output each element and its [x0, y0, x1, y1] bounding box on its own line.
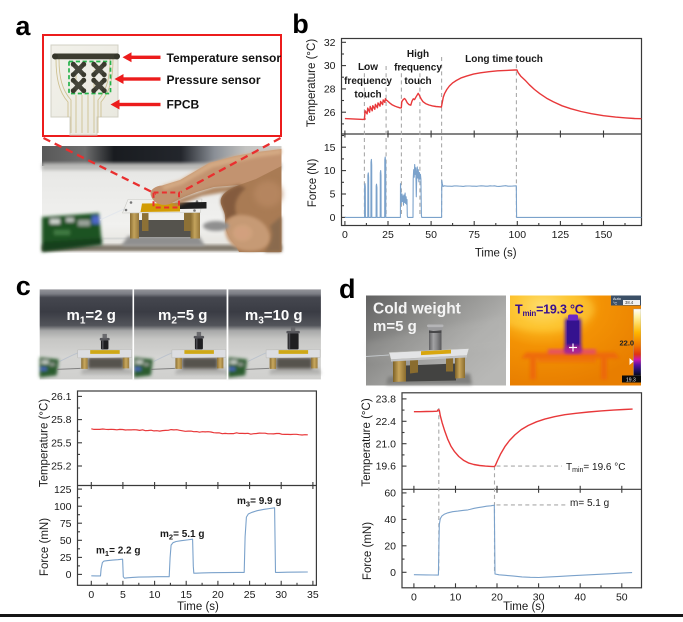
svg-text:m3=10 g: m3=10 g	[245, 307, 303, 327]
svg-text:Temperature (°C): Temperature (°C)	[306, 39, 318, 127]
svg-text:25.5: 25.5	[51, 437, 72, 449]
svg-text:100: 100	[509, 229, 527, 241]
svg-text:28: 28	[324, 84, 336, 96]
svg-text:Temperature (°C): Temperature (°C)	[39, 399, 51, 487]
svg-text:20: 20	[384, 540, 396, 552]
svg-text:125: 125	[54, 484, 72, 496]
svg-text:m1=2 g: m1=2 g	[67, 307, 116, 327]
svg-text:10: 10	[450, 591, 462, 603]
svg-text:m2=5 g: m2=5 g	[158, 307, 207, 327]
svg-text:m= 5.1 g: m= 5.1 g	[570, 498, 609, 509]
svg-text:50: 50	[425, 229, 437, 241]
svg-text:19.6: 19.6	[376, 461, 397, 473]
svg-text:32: 32	[324, 37, 336, 49]
svg-text:100: 100	[54, 501, 72, 513]
svg-text:25.8: 25.8	[51, 414, 72, 426]
svg-text:25: 25	[244, 589, 256, 601]
svg-text:FPCB: FPCB	[167, 98, 200, 112]
svg-text:touch: touch	[354, 89, 381, 100]
svg-text:Auto: Auto	[613, 297, 621, 301]
svg-text:30: 30	[533, 591, 545, 603]
svg-text:26: 26	[324, 107, 336, 119]
svg-text:Low: Low	[358, 62, 378, 73]
svg-text:40: 40	[574, 591, 586, 603]
svg-text:22.0: 22.0	[620, 339, 635, 348]
svg-text:5: 5	[120, 589, 126, 601]
svg-text:0: 0	[88, 589, 94, 601]
svg-text:75: 75	[468, 229, 480, 241]
svg-text:Time (s): Time (s)	[177, 601, 219, 613]
svg-text:26.1: 26.1	[51, 391, 72, 403]
svg-text:150: 150	[595, 229, 613, 241]
svg-text:15: 15	[324, 142, 336, 154]
svg-text:0: 0	[390, 567, 396, 579]
svg-text:frequency: frequency	[344, 76, 392, 87]
svg-text:m2= 5.1 g: m2= 5.1 g	[160, 529, 204, 542]
svg-text:20: 20	[212, 589, 224, 601]
svg-text:frequency: frequency	[394, 63, 442, 74]
svg-text:50: 50	[60, 535, 72, 547]
svg-text:60: 60	[384, 488, 396, 500]
svg-text:0: 0	[342, 229, 348, 241]
svg-text:Time (s): Time (s)	[503, 601, 545, 613]
svg-text:Pressure sensor: Pressure sensor	[167, 73, 261, 87]
svg-text:22.4: 22.4	[376, 416, 397, 428]
svg-text:Long time touch: Long time touch	[465, 54, 543, 65]
svg-text:touch: touch	[404, 76, 431, 87]
svg-text:Time (s): Time (s)	[475, 248, 517, 260]
svg-text:5: 5	[330, 189, 336, 201]
svg-text:m3= 9.9 g: m3= 9.9 g	[237, 496, 281, 509]
svg-text:Temperature sensor: Temperature sensor	[167, 51, 282, 65]
svg-text:35: 35	[307, 589, 319, 601]
svg-text:40: 40	[384, 514, 396, 526]
svg-text:75: 75	[60, 518, 72, 530]
svg-text:15: 15	[180, 589, 192, 601]
svg-text:Temperature (°C): Temperature (°C)	[361, 398, 373, 486]
svg-text:Force (mN): Force (mN)	[39, 518, 51, 576]
svg-text:°C: °C	[613, 301, 618, 305]
svg-text:25: 25	[382, 229, 394, 241]
svg-text:20: 20	[491, 591, 503, 603]
svg-text:0: 0	[330, 212, 336, 224]
svg-text:Force (N): Force (N)	[307, 159, 319, 208]
svg-text:Force (mN): Force (mN)	[362, 522, 374, 580]
svg-text:30: 30	[324, 60, 336, 72]
svg-text:25: 25	[60, 552, 72, 564]
svg-text:10: 10	[324, 165, 336, 177]
svg-text:0: 0	[66, 569, 72, 581]
svg-text:High: High	[407, 49, 429, 60]
svg-text:Cold weight: Cold weight	[373, 301, 461, 318]
svg-text:10: 10	[149, 589, 161, 601]
svg-text:125: 125	[552, 229, 570, 241]
svg-text:38.4: 38.4	[625, 300, 634, 305]
svg-text:23.8: 23.8	[376, 394, 397, 406]
svg-text:30: 30	[275, 589, 287, 601]
svg-text:m1= 2.2 g: m1= 2.2 g	[96, 546, 140, 559]
svg-text:25.2: 25.2	[51, 461, 72, 473]
svg-text:21.0: 21.0	[376, 438, 397, 450]
svg-text:50: 50	[616, 591, 628, 603]
svg-text:0: 0	[411, 591, 417, 603]
svg-text:m=5 g: m=5 g	[373, 318, 417, 335]
svg-text:19.3: 19.3	[626, 377, 636, 383]
svg-text:Tmin= 19.6 °C: Tmin= 19.6 °C	[566, 462, 625, 474]
